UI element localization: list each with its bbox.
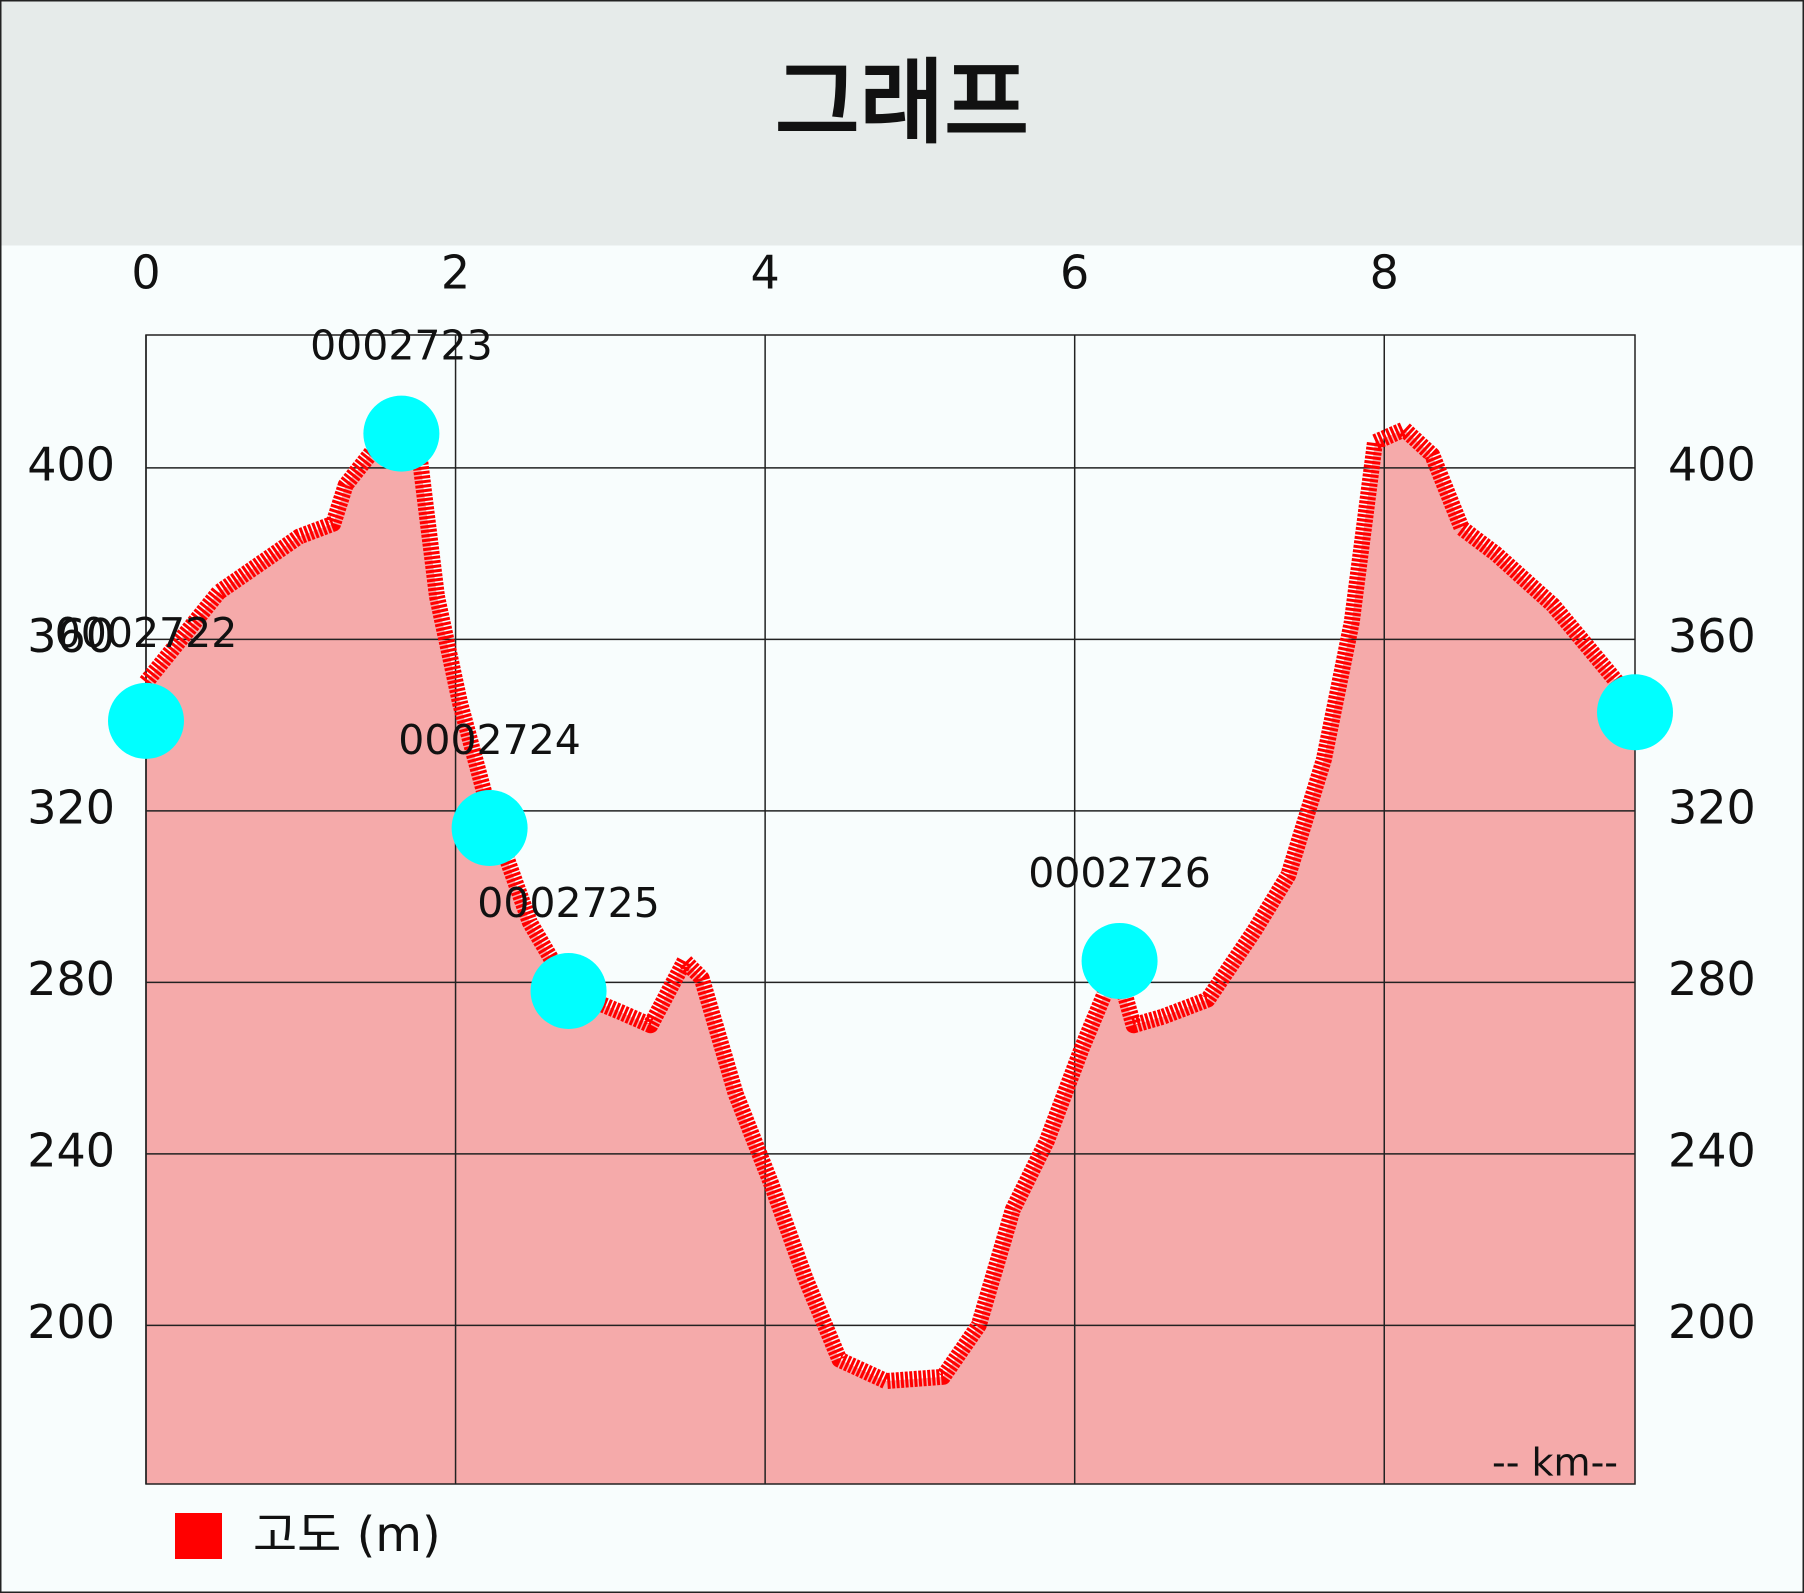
waypoint-marker xyxy=(1081,922,1158,999)
waypoint-marker xyxy=(108,682,184,759)
plot-frame xyxy=(145,334,1636,1485)
x-tick-label: 4 xyxy=(750,246,779,300)
y-tick-label: 400 xyxy=(27,437,115,491)
waypoint-label: 0002724 xyxy=(398,716,581,764)
x-tick-label: 6 xyxy=(1060,246,1089,300)
y-tick-label: 240 xyxy=(27,1123,115,1177)
waypoint-marker xyxy=(530,952,607,1029)
y-tick-label: 320 xyxy=(27,780,115,834)
y-tick-label: 200 xyxy=(27,1295,115,1349)
waypoint-label: 0002722 xyxy=(55,609,238,657)
y-tick-label: 360 xyxy=(27,609,115,663)
header xyxy=(1,1,1803,246)
x-tick-label: 2 xyxy=(441,246,470,300)
y-tick-label-right: 400 xyxy=(1668,437,1756,491)
y-tick-label-right: 320 xyxy=(1668,780,1756,834)
waypoint-label: 0002725 xyxy=(477,879,660,927)
legend-swatch xyxy=(175,1513,222,1559)
y-tick-label-right: 360 xyxy=(1668,609,1756,663)
y-tick-label-right: 200 xyxy=(1668,1295,1756,1349)
waypoint-marker xyxy=(363,395,440,472)
x-tick-label: 8 xyxy=(1370,246,1399,300)
chart-title: 그래프 xyxy=(775,49,1029,156)
legend-label: 고도 (m) xyxy=(253,1507,441,1563)
waypoint-marker xyxy=(451,790,528,867)
waypoint-label: 0002726 xyxy=(1028,849,1211,897)
x-tick-label: 0 xyxy=(131,246,160,300)
area xyxy=(146,429,1635,1484)
waypoint-marker xyxy=(1597,674,1673,751)
x-axis-unit: -- km-- xyxy=(1492,1441,1618,1485)
y-tick-label-right: 240 xyxy=(1668,1123,1756,1177)
y-tick-label-right: 280 xyxy=(1668,952,1756,1006)
y-tick-label: 280 xyxy=(27,952,115,1006)
waypoint-label: 0002723 xyxy=(310,322,493,370)
